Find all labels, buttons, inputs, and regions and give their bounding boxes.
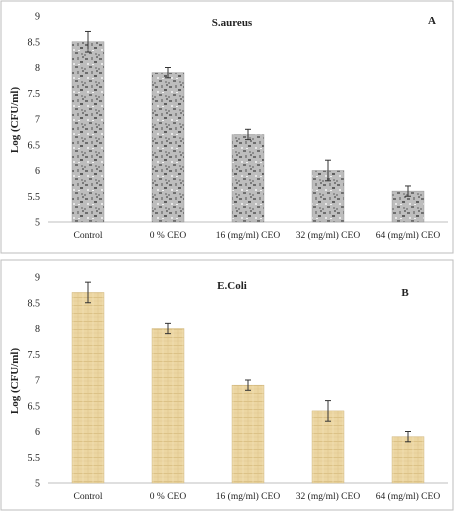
bar [71, 41, 105, 223]
chart-title: E.Coli [217, 280, 247, 292]
y-tick-label: 8 [35, 63, 40, 74]
bar [71, 292, 105, 484]
bar [151, 328, 185, 484]
y-ticks: 5 5.5 6 6.5 7 7.5 8 8.5 9 [28, 273, 41, 490]
panel-label: B [401, 287, 409, 299]
chart-title: S.aureus [212, 17, 253, 29]
y-tick-label: 9 [35, 12, 40, 23]
error-bar [405, 185, 411, 197]
x-tick-label: 64 (mg/ml) CEO [376, 230, 441, 241]
panel-a: S.aureus A Log (CFU/ml) 5 5.5 6 6.5 7 7.5 8 8.5… [0, 0, 454, 254]
error-bar [245, 379, 251, 391]
y-tick-label: 6.5 [28, 401, 41, 412]
y-tick-label: 5 [35, 479, 40, 490]
bar [391, 436, 425, 484]
y-tick-label: 7.5 [28, 89, 41, 100]
error-bar [325, 159, 331, 182]
x-ticks: Control 0 % CEO 16 (mg/ml) CEO 32 (mg/ml) C… [73, 491, 440, 502]
y-tick-label: 5 [35, 218, 40, 229]
y-tick-label: 8.5 [28, 298, 41, 309]
error-bar [165, 67, 171, 79]
x-ticks: Control 0 % CEO 16 (mg/ml) CEO 32 (mg/ml) C… [73, 230, 440, 241]
y-tick-label: 7 [35, 115, 40, 126]
y-tick-label: 6.5 [28, 140, 41, 151]
y-axis-label: Log (CFU/ml) [9, 348, 21, 415]
y-ticks: 5 5.5 6 6.5 7 7.5 8 8.5 9 [28, 12, 41, 229]
error-bar [245, 128, 251, 141]
y-tick-label: 5.5 [28, 192, 41, 203]
bar [311, 410, 345, 484]
y-tick-label: 7 [35, 376, 40, 387]
bar [231, 384, 265, 484]
y-tick-label: 5.5 [28, 453, 41, 464]
panel-label: A [428, 15, 436, 27]
x-tick-label: 16 (mg/ml) CEO [216, 491, 281, 502]
y-axis-label: Log (CFU/ml) [9, 87, 21, 154]
x-tick-label: 16 (mg/ml) CEO [216, 230, 281, 241]
x-tick-label: 0 % CEO [150, 492, 187, 502]
y-tick-label: 6 [35, 427, 40, 438]
bar [231, 134, 265, 223]
x-tick-label: 32 (mg/ml) CEO [296, 491, 361, 502]
y-tick-label: 9 [35, 273, 40, 284]
bars [71, 41, 425, 223]
y-tick-label: 8.5 [28, 37, 41, 48]
x-tick-label: Control [73, 492, 102, 502]
panel-frame [0, 259, 454, 511]
x-tick-label: 32 (mg/ml) CEO [296, 230, 361, 241]
x-tick-label: 64 (mg/ml) CEO [376, 491, 441, 502]
y-tick-label: 7.5 [28, 350, 41, 361]
error-bar [405, 431, 411, 443]
x-tick-label: Control [73, 231, 102, 241]
error-bar [325, 400, 331, 422]
bars [71, 292, 425, 484]
panel-frame [0, 0, 454, 254]
error-bar [85, 281, 91, 304]
error-bar [85, 30, 91, 53]
error-bars [85, 281, 411, 443]
y-tick-label: 6 [35, 166, 40, 177]
x-tick-label: 0 % CEO [150, 231, 187, 241]
error-bar [165, 322, 171, 335]
panel-b: E.Coli B Log (CFU/ml) 55.566.577.588.59 … [0, 259, 454, 511]
error-bars [85, 30, 411, 197]
y-tick-label: 8 [35, 324, 40, 335]
bar [151, 72, 185, 223]
